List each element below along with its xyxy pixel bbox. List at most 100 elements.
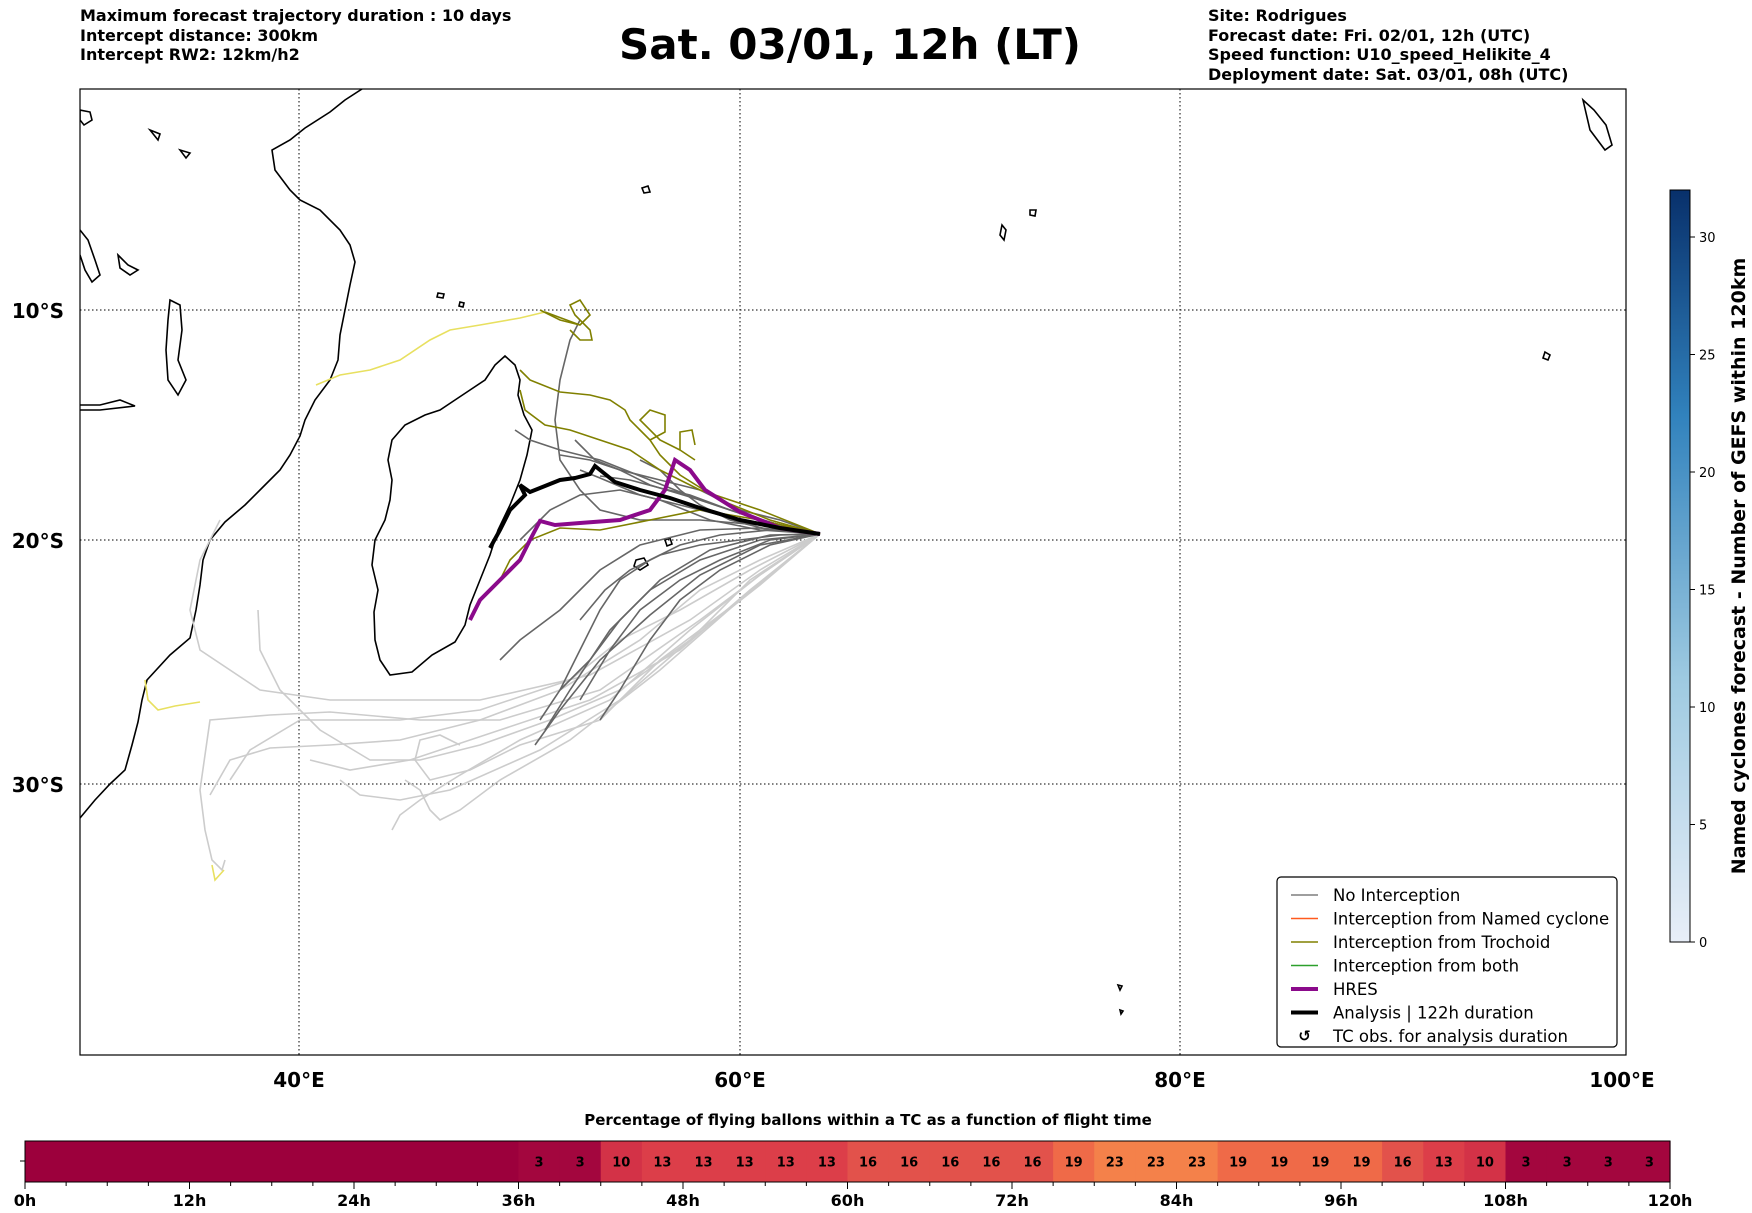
strip-value-label: 16 [1394,1156,1412,1171]
strip-cell [683,1141,725,1182]
strip-cell [600,1141,643,1182]
colorbar-tick-label: 10 [1699,701,1716,716]
lat-label-20: 20°S [12,529,64,553]
lake-victoria [165,298,187,397]
strip-cell [1464,1141,1507,1182]
madagascar-coast [371,354,533,676]
strip-cell [1382,1141,1424,1182]
strip-cell [189,1141,232,1182]
strip-cell [724,1141,766,1182]
comoros-2 [458,301,465,308]
strip-cell [271,1141,314,1182]
colorbar-label: Named cyclones forecast - Number of GEFS… [1728,258,1750,875]
strip-value-label: 19 [1229,1156,1247,1171]
strip-cell [1176,1141,1219,1182]
trajectories-no-interception [499,319,821,746]
colorbar-scale [1669,189,1691,943]
strip-cell [1135,1141,1178,1182]
param-max-duration: Maximum forecast trajectory duration : 1… [80,6,512,25]
strip-cell [559,1141,602,1182]
trajectories-late [189,519,821,872]
strip-cell [806,1141,849,1182]
strip-cell [354,1141,396,1182]
east-island [1581,97,1613,152]
strip-cell [765,1141,807,1182]
colorbar-tick-label: 20 [1699,466,1716,481]
lon-label-60: 60°E [714,1068,766,1092]
lon-label-80: 80°E [1154,1068,1206,1092]
strip-value-label: 13 [1435,1156,1453,1171]
lake-malawi [116,252,140,276]
strip-value-label: 3 [576,1156,585,1171]
strip-value-label: 13 [653,1156,671,1171]
strip-cell [518,1141,561,1182]
strip-cell [1341,1141,1383,1182]
colorbar-tick-label: 5 [1699,819,1707,834]
strip-tick-label: 84h [1160,1191,1194,1210]
site-info: Site: Rodrigues Forecast date: Fri. 02/0… [1208,6,1568,84]
strip-value-label: 3 [1522,1156,1531,1171]
strip-cell [230,1141,273,1182]
flight-time-chart: Percentage of flying ballons within a TC… [14,1111,1693,1210]
strip-cell [25,1141,67,1182]
strip-value-label: 19 [1065,1156,1083,1171]
strip-value-label: 16 [941,1156,959,1171]
lon-label-40: 40°E [273,1068,325,1092]
strip-cell [970,1141,1013,1182]
seychelles [640,184,652,194]
strip-value-label: 3 [535,1156,544,1171]
strip-cell [1012,1141,1054,1182]
coastlines [80,89,1613,1016]
strip-cell [312,1141,355,1182]
strip-value-label: 16 [859,1156,877,1171]
lon-label-100: 100°E [1589,1068,1654,1092]
analysis-trajectory [488,463,821,549]
amsterdam-island [1116,983,1124,992]
strip-cell [66,1141,108,1182]
forecast-date: Forecast date: Fri. 02/01, 12h (UTC) [1208,25,1531,45]
strip-tick-label: 60h [831,1191,865,1210]
strip-value-label: 16 [900,1156,918,1171]
strip-value-label: 23 [1188,1156,1206,1171]
strip-value-label: 13 [777,1156,795,1171]
strip-value-label: 10 [1476,1156,1494,1171]
strip-value-label: 13 [695,1156,713,1171]
strip-cell [1505,1141,1548,1182]
strip-cell [929,1141,972,1182]
forecast-parameters: Maximum forecast trajectory duration : 1… [80,6,511,65]
strip-cell [1299,1141,1342,1182]
axis-labels: 40°E 60°E 80°E 100°E 10°S 20°S 30°S [12,299,1655,1092]
colorbar-tick-label: 30 [1699,231,1716,246]
strip-value-label: 13 [818,1156,836,1171]
colorbar: 0 5 10 15 20 25 30 Named cyclones forecast - N… [1669,189,1750,951]
legend-label-5: Analysis | 122h duration [1333,1004,1534,1023]
page-title: Sat. 03/01, 12h (LT) [619,20,1081,69]
site-name: Site: Rodrigues [1208,6,1347,25]
gridlines [80,89,1626,1055]
strip-tick-label: 120h [1648,1191,1693,1210]
strip-value-label: 23 [1106,1156,1124,1171]
strip-cell [888,1141,931,1182]
strip-tick-label: 12h [173,1191,207,1210]
strip-tick-label: 72h [995,1191,1029,1210]
lake-small [80,399,136,411]
legend-label-4: HRES [1333,980,1378,999]
strip-cell [1258,1141,1301,1182]
param-intercept-rw2: Intercept RW2: 12km/h2 [80,45,300,64]
reunion [633,557,650,571]
chagos [999,223,1007,242]
strip-value-label: 10 [612,1156,630,1171]
strip-tick-label: 108h [1483,1191,1528,1210]
strip-tick-label: 24h [337,1191,371,1210]
strip-cell [847,1141,890,1182]
strip-cell [1587,1141,1630,1182]
deployment-date: Deployment date: Sat. 03/01, 08h (UTC) [1208,64,1569,84]
lat-label-10: 10°S [12,299,64,323]
colorbar-tick-label: 15 [1699,584,1716,599]
colorbar-tick-label: 25 [1699,349,1716,364]
strip-value-label: 16 [1024,1156,1042,1171]
strip-cell [1217,1141,1260,1182]
legend-symbol-tc-obs: ↺ [1298,1027,1311,1045]
strip-value-label: 19 [1353,1156,1371,1171]
